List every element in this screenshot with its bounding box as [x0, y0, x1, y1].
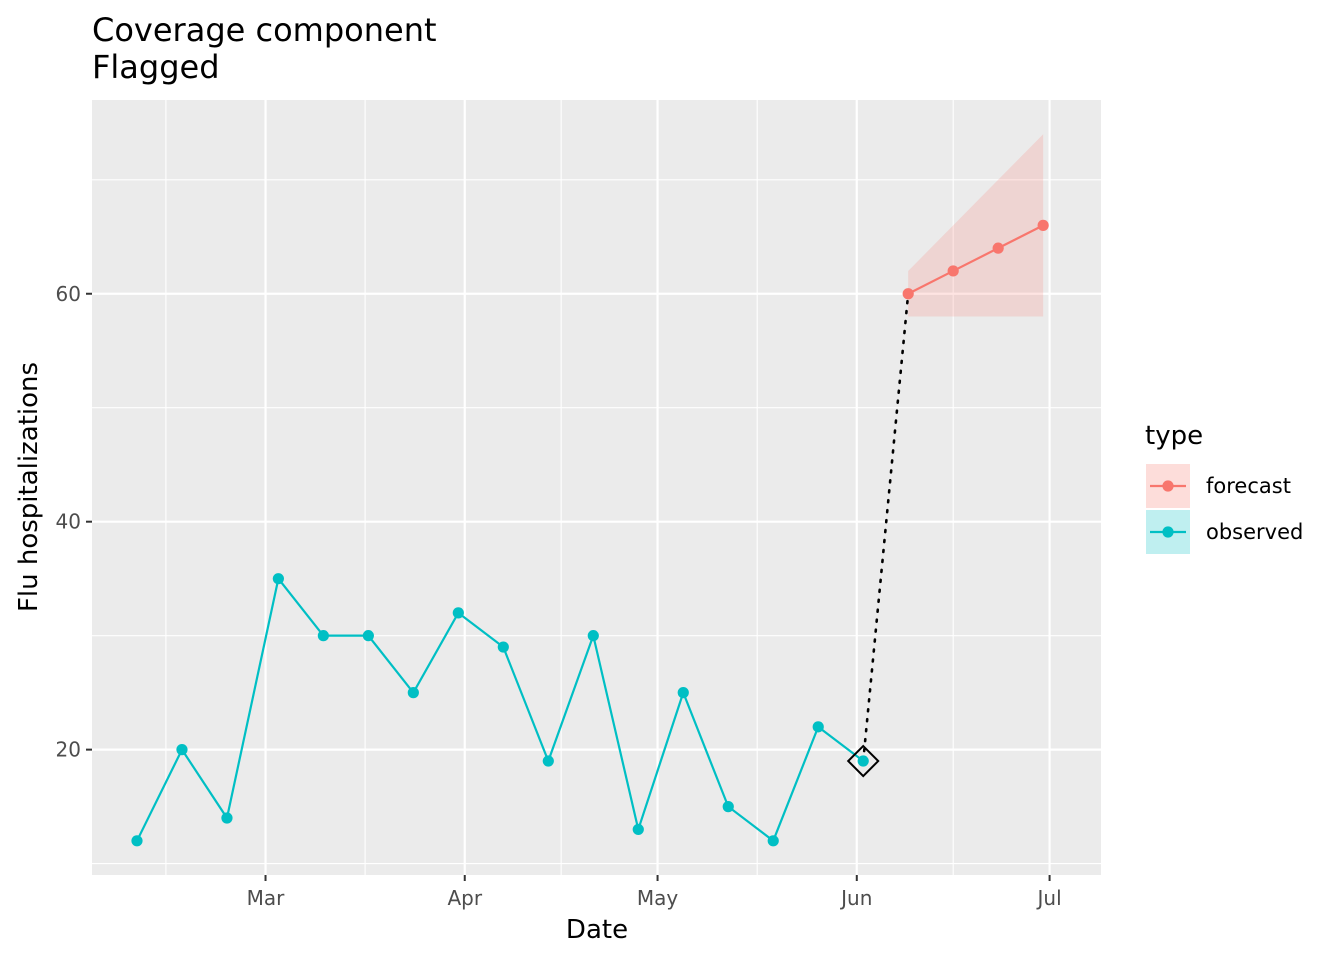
data-point-observed	[272, 573, 284, 585]
y-axis: 20 40 60	[56, 282, 92, 762]
data-point-forecast	[1037, 219, 1049, 231]
data-point-observed	[632, 823, 644, 836]
forecast-ribbon-layer	[908, 134, 1044, 317]
y-tick-label: 40	[56, 510, 81, 534]
grid-major	[92, 100, 1101, 875]
x-tick-label: Mar	[247, 886, 286, 910]
series-line-forecast	[907, 224, 1044, 295]
data-point-observed	[317, 630, 329, 642]
chart-title: Coverage component	[92, 11, 437, 49]
data-point-observed	[677, 687, 689, 699]
connector-dotted-line	[861, 292, 910, 763]
data-point-observed	[176, 744, 188, 756]
data-point-observed	[812, 721, 824, 733]
data-point-forecast	[947, 265, 959, 277]
x-tick-label: Apr	[447, 886, 482, 910]
data-point-forecast	[992, 242, 1004, 254]
legend-title: type	[1145, 421, 1203, 451]
y-tick-label: 60	[56, 282, 81, 306]
grid-minor	[92, 100, 1101, 875]
data-point-observed	[407, 687, 419, 699]
x-tick-label: Jun	[839, 886, 872, 910]
data-point-observed	[767, 835, 779, 847]
legend-point-observed	[1162, 526, 1174, 538]
x-axis-title: Date	[566, 915, 628, 945]
plot-panel	[92, 100, 1101, 875]
data-point-observed	[497, 641, 509, 653]
data-point-observed	[452, 607, 464, 619]
data-point-observed	[131, 835, 143, 847]
data-point-forecast	[902, 288, 914, 300]
data-point-observed	[587, 630, 599, 642]
data-point-observed	[857, 755, 869, 767]
flag-layer	[846, 744, 880, 778]
connector-layer	[861, 292, 910, 763]
y-tick-label: 20	[56, 738, 81, 762]
series-points	[131, 219, 1049, 847]
legend-label-forecast: forecast	[1206, 474, 1291, 498]
forecast-ribbon	[908, 134, 1044, 317]
legend-point-forecast	[1162, 480, 1174, 492]
legend-label-observed: observed	[1206, 520, 1303, 544]
data-point-observed	[362, 630, 374, 642]
data-point-observed	[542, 755, 554, 767]
x-tick-label: Jul	[1036, 886, 1062, 910]
data-point-observed	[221, 812, 233, 824]
data-point-observed	[722, 801, 734, 813]
x-tick-label: May	[637, 886, 679, 910]
chart-subtitle: Flagged	[92, 48, 220, 86]
flagged-point-diamond	[846, 744, 880, 778]
legend: type forecast observed	[1145, 421, 1303, 554]
y-axis-title: Flu hospitalizations	[14, 362, 44, 612]
x-axis: Mar Apr May Jun Jul	[247, 875, 1062, 910]
